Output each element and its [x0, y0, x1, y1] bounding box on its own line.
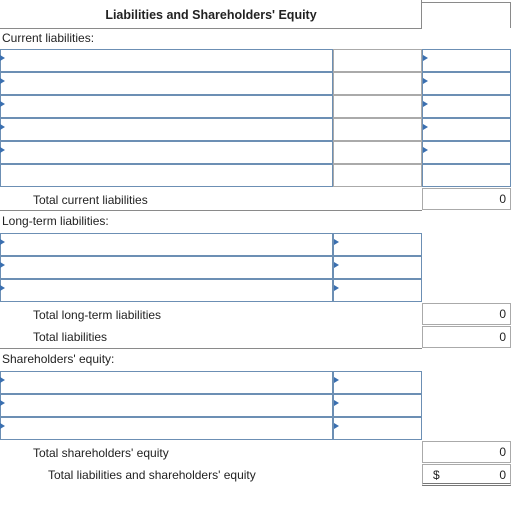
dropdown-arrow-icon[interactable]: [0, 147, 5, 153]
current-liability-name-input[interactable]: [0, 95, 333, 118]
dropdown-arrow-icon[interactable]: [423, 55, 428, 61]
title-underline: [0, 28, 422, 29]
current-liability-amount-input[interactable]: [422, 49, 511, 72]
dropdown-arrow-icon[interactable]: [0, 55, 5, 61]
dropdown-arrow-icon[interactable]: [423, 124, 428, 130]
dropdown-arrow-icon[interactable]: [334, 400, 339, 406]
dropdown-arrow-icon[interactable]: [0, 101, 5, 107]
dropdown-arrow-icon[interactable]: [0, 423, 5, 429]
current-liability-name-input[interactable]: [0, 118, 333, 141]
grand-total-label: Total liabilities and shareholders' equi…: [48, 468, 256, 482]
equity-item-name-input[interactable]: [0, 371, 333, 394]
dropdown-arrow-icon[interactable]: [423, 78, 428, 84]
total-current-liabilities-cell: 0: [422, 188, 511, 210]
total-current-liabilities-value: 0: [499, 192, 506, 206]
equity-item-amount-input[interactable]: [333, 371, 422, 394]
long-term-liability-name-input[interactable]: [0, 233, 333, 256]
dropdown-arrow-icon[interactable]: [334, 423, 339, 429]
dropdown-arrow-icon[interactable]: [423, 101, 428, 107]
total-shareholders-equity-label: Total shareholders' equity: [33, 446, 169, 460]
statement-title: Liabilities and Shareholders' Equity: [105, 8, 317, 22]
grand-total-cell: $ 0: [422, 464, 511, 486]
total-long-term-liabilities-cell: 0: [422, 303, 511, 325]
equity-item-name-input[interactable]: [0, 417, 333, 440]
dropdown-arrow-icon[interactable]: [334, 377, 339, 383]
dropdown-arrow-icon[interactable]: [0, 124, 5, 130]
current-liabilities-heading: Current liabilities:: [2, 31, 95, 45]
long-term-liability-amount-input[interactable]: [333, 279, 422, 302]
current-liability-amount-input[interactable]: [422, 141, 511, 164]
current-liability-mid-cell: [333, 49, 422, 72]
long-term-liabilities-heading: Long-term liabilities:: [2, 214, 109, 228]
total-liabilities-value: 0: [499, 330, 506, 344]
current-liability-mid-cell: [333, 72, 422, 95]
total-liabilities-cell: 0: [422, 326, 511, 348]
current-liability-name-input[interactable]: [0, 72, 333, 95]
dropdown-arrow-icon[interactable]: [334, 285, 339, 291]
shareholders-equity-heading: Shareholders' equity:: [2, 352, 115, 366]
grand-total-value: 0: [499, 468, 506, 482]
dropdown-arrow-icon[interactable]: [0, 377, 5, 383]
long-term-liability-amount-input[interactable]: [333, 233, 422, 256]
current-liability-amount-input[interactable]: [422, 164, 511, 187]
total-long-term-liabilities-label: Total long-term liabilities: [33, 308, 162, 322]
dropdown-arrow-icon[interactable]: [0, 78, 5, 84]
total-long-term-liabilities-value: 0: [499, 307, 506, 321]
long-term-liability-name-input[interactable]: [0, 279, 333, 302]
current-liability-mid-cell: [333, 95, 422, 118]
current-liability-name-input[interactable]: [0, 49, 333, 72]
current-liability-mid-cell: [333, 118, 422, 141]
dropdown-arrow-icon[interactable]: [0, 262, 5, 268]
dropdown-arrow-icon[interactable]: [423, 147, 428, 153]
current-liability-mid-cell: [333, 164, 422, 187]
current-liability-mid-cell: [333, 141, 422, 164]
equity-item-name-input[interactable]: [0, 394, 333, 417]
current-liability-amount-input[interactable]: [422, 72, 511, 95]
total-shareholders-equity-value: 0: [499, 445, 506, 459]
long-term-liability-amount-input[interactable]: [333, 256, 422, 279]
total-current-liabilities-label: Total current liabilities: [33, 193, 148, 207]
equity-item-amount-input[interactable]: [333, 417, 422, 440]
currency-symbol: $: [433, 468, 440, 482]
header-top-line: [422, 2, 510, 3]
dropdown-arrow-icon[interactable]: [0, 239, 5, 245]
current-liability-amount-input[interactable]: [422, 95, 511, 118]
title-right-divider: [421, 0, 422, 28]
equity-item-amount-input[interactable]: [333, 394, 422, 417]
dropdown-arrow-icon[interactable]: [334, 262, 339, 268]
total-liabilities-label: Total liabilities: [33, 330, 108, 344]
current-liability-name-input[interactable]: [0, 141, 333, 164]
dropdown-arrow-icon[interactable]: [334, 239, 339, 245]
dropdown-arrow-icon[interactable]: [0, 400, 5, 406]
total-shareholders-equity-cell: 0: [422, 441, 511, 463]
current-liability-amount-input[interactable]: [422, 118, 511, 141]
long-term-liability-name-input[interactable]: [0, 256, 333, 279]
header-right-edge: [510, 2, 511, 28]
current-liability-name-input[interactable]: [0, 164, 333, 187]
dropdown-arrow-icon[interactable]: [0, 285, 5, 291]
divider-current: [0, 210, 422, 211]
divider-liabilities: [0, 348, 422, 349]
